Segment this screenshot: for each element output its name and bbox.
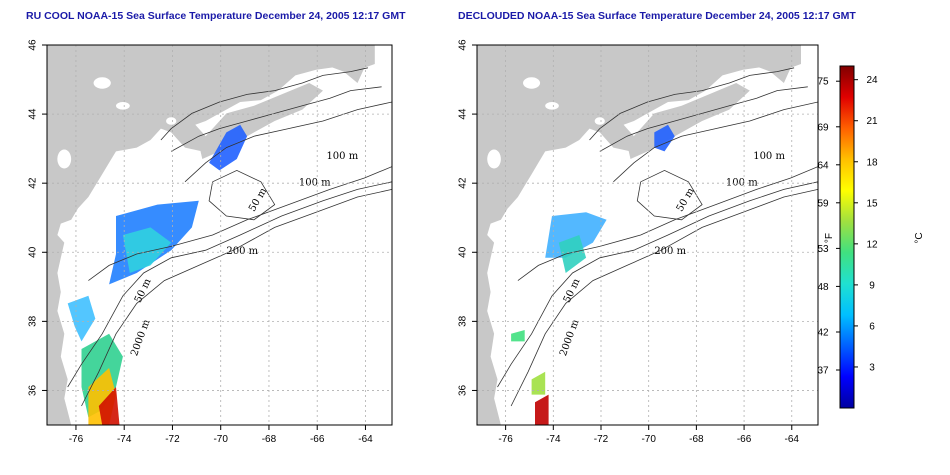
bathymetry-contour xyxy=(510,189,818,407)
y-tick-label: 46 xyxy=(28,39,39,51)
y-tick-label: 36 xyxy=(28,384,39,396)
lake xyxy=(116,102,130,110)
y-tick-label: 40 xyxy=(458,246,469,258)
fahrenheit-tick-label: 59 xyxy=(817,198,829,209)
bathymetry-contour xyxy=(636,169,703,221)
land-mainland xyxy=(47,45,358,425)
bathymetry-contour xyxy=(88,166,392,281)
lake xyxy=(57,149,72,169)
lake xyxy=(166,117,177,125)
fahrenheit-tick-label: 69 xyxy=(817,122,829,133)
bathymetry-contour xyxy=(517,166,818,281)
bathymetry-contour xyxy=(208,169,276,221)
sst-swath xyxy=(209,124,248,171)
sst-swath xyxy=(654,124,675,152)
colorbar-gradient xyxy=(839,65,855,409)
contour-label: 100 m xyxy=(753,151,785,162)
y-tick-label: 46 xyxy=(458,39,469,51)
lake xyxy=(93,77,111,89)
celsius-tick-label: 21 xyxy=(866,116,878,127)
fahrenheit-tick-label: 48 xyxy=(817,282,829,293)
y-tick-label: 38 xyxy=(28,315,39,327)
contour-label: 100 m xyxy=(326,151,358,162)
lake xyxy=(487,149,501,169)
x-tick-label: -76 xyxy=(498,434,513,445)
contour-label: 200 m xyxy=(654,246,686,257)
sst-swath xyxy=(511,330,525,342)
left-panel-title: RU COOL NOAA-15 Sea Surface Temperature … xyxy=(26,10,406,22)
celsius-unit-label: °C xyxy=(914,232,925,243)
x-tick-label: -68 xyxy=(262,434,277,445)
sst-swath xyxy=(558,235,587,273)
celsius-tick-label: 24 xyxy=(866,75,878,86)
land-newfoundland xyxy=(729,45,801,83)
celsius-tick-label: 15 xyxy=(866,198,878,209)
fahrenheit-tick-label: 42 xyxy=(817,328,829,339)
x-tick-label: -72 xyxy=(165,434,180,445)
map-frame xyxy=(46,44,393,426)
x-tick-label: -76 xyxy=(69,434,84,445)
x-tick-label: -72 xyxy=(594,434,609,445)
sst-swath xyxy=(67,295,96,342)
bathymetry-contour xyxy=(613,101,818,183)
bathymetry-contour xyxy=(160,67,368,141)
x-tick-label: -68 xyxy=(689,434,704,445)
right-panel-title: DECLOUDED NOAA-15 Sea Surface Temperatur… xyxy=(458,10,856,22)
y-tick-label: 42 xyxy=(28,177,39,189)
x-tick-label: -70 xyxy=(213,434,228,445)
lake xyxy=(545,102,559,110)
celsius-tick-label: 12 xyxy=(866,239,878,250)
land-mainland xyxy=(477,45,784,425)
y-tick-label: 38 xyxy=(458,315,469,327)
celsius-tick-label: 3 xyxy=(869,362,875,373)
lake xyxy=(594,117,605,125)
y-tick-label: 44 xyxy=(458,108,469,120)
x-tick-label: -66 xyxy=(737,434,752,445)
bathymetry-contour xyxy=(81,189,392,407)
x-tick-label: -70 xyxy=(641,434,656,445)
color-scale-bar: 24 75 21 69 18 64 15 59 12 53 9 48 6 42 3 37 °F °C xyxy=(817,65,925,409)
bathymetry-contour xyxy=(184,101,392,183)
y-tick-label: 42 xyxy=(458,177,469,189)
bathymetry-contour xyxy=(589,67,795,141)
fahrenheit-tick-label: 75 xyxy=(817,77,829,88)
lake xyxy=(523,77,541,89)
sst-swath xyxy=(122,227,172,273)
y-tick-label: 44 xyxy=(28,108,39,120)
land-newfoundland xyxy=(302,45,375,83)
sst-swath xyxy=(535,394,549,425)
bathymetry-contour xyxy=(171,86,382,152)
celsius-tick-label: 9 xyxy=(869,280,875,291)
x-tick-label: -74 xyxy=(117,434,132,445)
fahrenheit-tick-label: 37 xyxy=(817,366,829,377)
sst-swath xyxy=(98,387,120,425)
fahrenheit-tick-label: 53 xyxy=(817,244,829,255)
bathymetry-contour xyxy=(599,86,808,152)
y-tick-label: 40 xyxy=(28,246,39,258)
map-frame xyxy=(476,44,819,426)
x-tick-label: -64 xyxy=(785,434,800,445)
x-tick-label: -74 xyxy=(546,434,561,445)
bathymetry-contour xyxy=(67,181,392,388)
fahrenheit-tick-label: 64 xyxy=(817,160,829,171)
x-tick-label: -66 xyxy=(310,434,325,445)
contour-label: 100 m xyxy=(299,178,331,189)
celsius-tick-label: 6 xyxy=(869,321,875,332)
x-tick-label: -64 xyxy=(358,434,373,445)
bathymetry-contour xyxy=(497,181,818,388)
fahrenheit-unit-label: °F xyxy=(824,233,835,243)
y-tick-label: 36 xyxy=(458,384,469,396)
sst-swath xyxy=(531,371,546,395)
celsius-tick-label: 18 xyxy=(866,157,878,168)
contour-label: 200 m xyxy=(226,246,258,257)
